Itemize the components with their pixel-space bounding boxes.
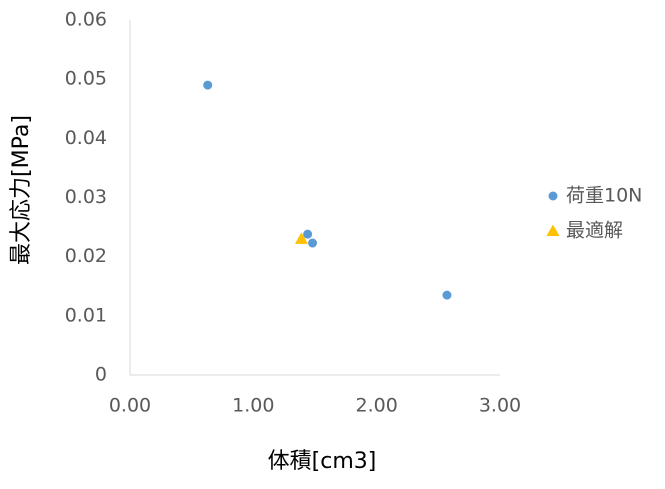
legend-marker <box>548 191 558 201</box>
y-tick-label: 0.04 <box>65 127 107 149</box>
x-tick-label: 1.00 <box>232 395 274 417</box>
legend-marker <box>546 224 560 236</box>
y-tick-label: 0.03 <box>65 186 107 208</box>
x-tick-label: 0.00 <box>109 395 151 417</box>
y-tick-label: 0.05 <box>65 68 107 90</box>
y-tick-label: 0 <box>95 364 107 386</box>
x-axis-title: 体積[cm3] <box>268 449 377 474</box>
point <box>308 238 318 248</box>
legend-label: 荷重10N <box>566 185 642 207</box>
x-tick-label: 2.00 <box>356 395 398 417</box>
y-tick-label: 0.01 <box>65 304 107 326</box>
y-tick-label: 0.06 <box>65 9 107 31</box>
legend-label: 最適解 <box>566 220 623 242</box>
point <box>442 290 452 300</box>
x-tick-label: 3.00 <box>479 395 521 417</box>
point <box>294 232 308 244</box>
point <box>203 80 213 90</box>
y-tick-label: 0.02 <box>65 245 107 267</box>
y-axis-title: 最大応力[MPa] <box>9 115 34 265</box>
point <box>303 229 313 239</box>
